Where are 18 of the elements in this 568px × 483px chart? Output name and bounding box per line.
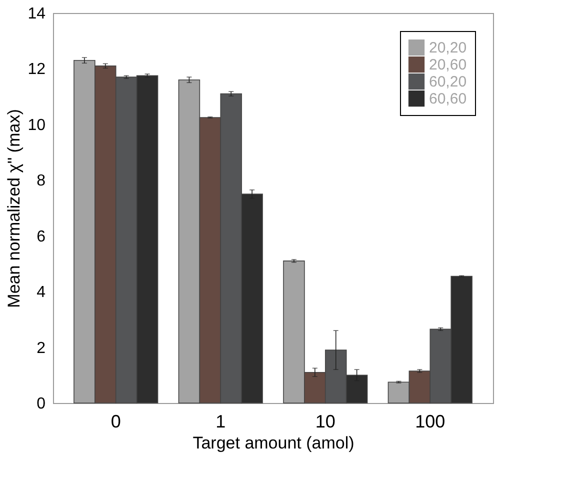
x-axis-title: Target amount (amol): [192, 434, 354, 452]
y-tick-label: 8: [36, 172, 46, 190]
y-tick-label: 6: [36, 228, 46, 246]
legend-label: 60,20: [429, 74, 467, 90]
legend-label: 20,60: [429, 56, 467, 74]
y-tick-label: 14: [28, 6, 46, 22]
y-axis-title: Mean normalized χ'' (max): [4, 109, 24, 308]
y-tick-label: 12: [28, 61, 46, 78]
y-tick-label: 0: [36, 396, 46, 412]
x-tick-label: 1: [216, 412, 226, 432]
x-tick-label: 10: [315, 412, 336, 432]
x-tick-label: 0: [110, 412, 121, 432]
legend-label: 20,20: [429, 40, 467, 56]
legend-label: 60,60: [429, 90, 467, 108]
y-tick-label: 4: [36, 284, 46, 302]
x-tick-label: 100: [415, 412, 446, 432]
y-tick-label: 2: [36, 340, 46, 357]
y-tick-label: 10: [28, 116, 46, 134]
